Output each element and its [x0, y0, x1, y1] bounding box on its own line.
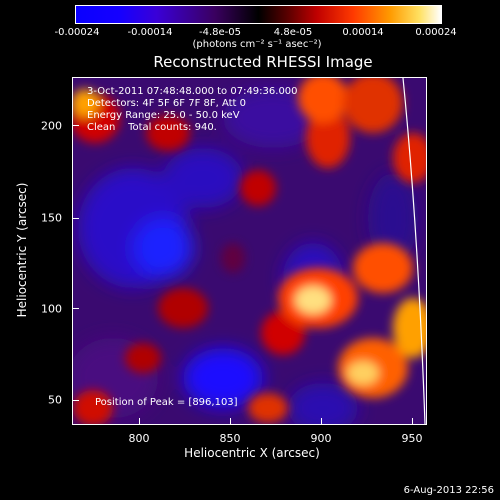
y-tick-label: 50 [48, 393, 62, 407]
colorbar [75, 5, 442, 24]
colorbar-tick: -0.00024 [54, 27, 100, 38]
y-tick-label: 200 [41, 119, 62, 133]
colorbar-tick: -0.00014 [127, 27, 173, 38]
x-tick-label: 950 [401, 432, 423, 445]
colorbar-tick: 0.00014 [342, 27, 384, 38]
colorbar-unit-label: (photons cm⁻² s⁻¹ asec⁻²) [192, 39, 322, 50]
generation-timestamp: 6-Aug-2013 22:56 [403, 485, 494, 496]
rhessi-image-plot: 3-Oct-2011 07:48:48.000 to 07:49:36.000 … [72, 77, 427, 425]
time-range-label: 3-Oct-2011 07:48:48.000 to 07:49:36.000 [87, 86, 298, 97]
y-axis-label: Heliocentric Y (arcsec) [15, 182, 29, 318]
x-tick-label: 800 [128, 432, 150, 445]
detectors-label: Detectors: 4F 5F 6F 7F 8F, Att 0 [87, 98, 247, 109]
algorithm-counts-label: Clean Total counts: 940. [87, 122, 217, 133]
y-tick-label: 150 [41, 211, 62, 225]
x-tick-label: 850 [219, 432, 241, 445]
image-title: Reconstructed RHESSI Image [153, 53, 373, 71]
colorbar-tick: -4.8e-05 [199, 27, 241, 38]
x-tick-label: 900 [310, 432, 332, 445]
x-axis-label: Heliocentric X (arcsec) [184, 446, 320, 460]
solar-limb-line [402, 78, 426, 424]
heatmap-image [73, 78, 426, 424]
colorbar-tick: 0.00024 [415, 27, 457, 38]
peak-position-label: Position of Peak = [896,103] [95, 397, 238, 408]
colorbar-tick: 4.8e-05 [273, 27, 313, 38]
y-tick-label: 100 [41, 302, 62, 316]
energy-range-label: Energy Range: 25.0 - 50.0 keV [87, 110, 240, 121]
